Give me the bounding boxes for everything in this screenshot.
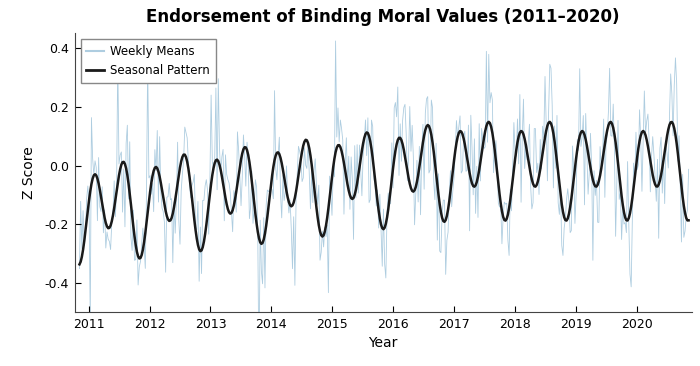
Legend: Weekly Means, Seasonal Pattern: Weekly Means, Seasonal Pattern (80, 40, 216, 83)
Title: Endorsement of Binding Moral Values (2011–2020): Endorsement of Binding Moral Values (201… (146, 8, 620, 26)
Y-axis label: Z Score: Z Score (22, 146, 36, 199)
X-axis label: Year: Year (368, 336, 398, 350)
